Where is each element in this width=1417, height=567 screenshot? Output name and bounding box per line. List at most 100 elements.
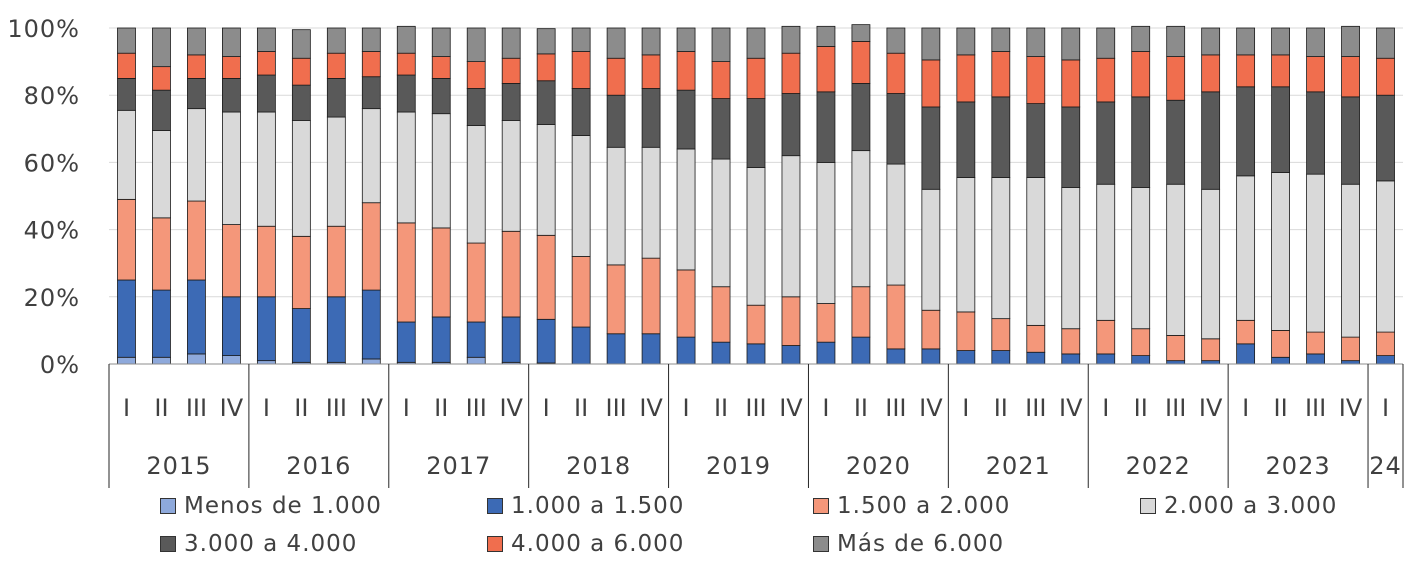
bar-segment-m-s-de-6-000 (781, 25, 801, 54)
bar-segment-4-000-a-6-000 (1061, 59, 1081, 108)
bar-segment-1-000-a-1-500 (396, 321, 416, 363)
bar-segment-1-000-a-1-500 (1376, 355, 1395, 365)
quarter-tick-label: I (543, 394, 550, 422)
legend-swatch (160, 536, 176, 552)
bar-segment-menos-de-1-000 (152, 356, 171, 365)
year-tick-label: 2020 (846, 452, 911, 480)
bar-segment-4-000-a-6-000 (921, 59, 941, 108)
bar-segment-m-s-de-6-000 (1376, 27, 1395, 59)
bar-segment-4-000-a-6-000 (956, 54, 976, 103)
bar-segment-1-500-a-2-000 (991, 318, 1011, 351)
stacked-bar-chart: 0%20%40%60%80%100% I II III IV I II III IV I II II… (7, 15, 1404, 488)
bar-segment-m-s-de-6-000 (466, 27, 486, 62)
bar-segment-2-000-a-3-000 (641, 146, 661, 259)
quarter-tick-label: I (822, 394, 829, 422)
bar-segment-m-s-de-6-000 (152, 27, 171, 68)
bar-segment-2-000-a-3-000 (781, 155, 801, 298)
bar-segment-1-500-a-2-000 (1271, 329, 1290, 358)
bar-segment-1-000-a-1-500 (1306, 353, 1325, 365)
bar-segment-1-000-a-1-500 (1061, 353, 1081, 365)
bar-segment-4-000-a-6-000 (816, 46, 836, 93)
bar-segment-3-000-a-4-000 (117, 78, 136, 111)
bar-segment-4-000-a-6-000 (1096, 57, 1116, 103)
quarter-tick-label: I (123, 394, 130, 422)
bar-segment-3-000-a-4-000 (991, 96, 1011, 178)
bar-segment-1-000-a-1-500 (1131, 355, 1151, 365)
bar-segment-1-000-a-1-500 (711, 341, 731, 365)
bar-segment-4-000-a-6-000 (256, 51, 276, 76)
bar-segment-2-000-a-3-000 (1096, 183, 1116, 321)
quarter-tick-label: II (434, 394, 448, 422)
bar-segment-4-000-a-6-000 (746, 57, 766, 99)
bar-segment-2-000-a-3-000 (1131, 187, 1151, 330)
bar-segment-1-500-a-2-000 (326, 225, 346, 298)
legend-item: Más de 6.000 (813, 531, 1004, 557)
y-tick-label: 40% (24, 217, 80, 245)
legend-swatch (487, 536, 503, 552)
bar-segment-m-s-de-6-000 (1166, 25, 1186, 57)
quarter-tick-label: II (854, 394, 868, 422)
quarter-tick-label: IV (360, 394, 384, 422)
bar-segment-4-000-a-6-000 (851, 41, 871, 84)
legend-item: Menos de 1.000 (160, 493, 382, 519)
bar-segment-2-000-a-3-000 (921, 188, 941, 311)
quarter-tick-label: I (1102, 394, 1109, 422)
quarter-tick-label: I (1242, 394, 1249, 422)
quarter-tick-label: IV (499, 394, 523, 422)
bar-segment-1-000-a-1-500 (816, 341, 836, 365)
bar-segment-3-000-a-4-000 (641, 88, 661, 148)
bar-segment-1-500-a-2-000 (187, 200, 206, 281)
bar-segment-2-000-a-3-000 (571, 135, 591, 257)
bar-segment-4-000-a-6-000 (187, 54, 206, 79)
year-tick-label: 2022 (1126, 452, 1191, 480)
bar-segment-1-500-a-2-000 (886, 284, 906, 350)
bar-segment-m-s-de-6-000 (326, 27, 346, 54)
bar-segment-1-000-a-1-500 (921, 348, 941, 365)
legend-item: 1.000 a 1.500 (487, 493, 684, 519)
bar-segment-1-500-a-2-000 (1061, 328, 1081, 355)
bar-segment-4-000-a-6-000 (326, 52, 346, 79)
bar-segment-1-500-a-2-000 (1376, 331, 1395, 356)
bar-segment-1-500-a-2-000 (222, 224, 241, 298)
bar-segment-1-500-a-2-000 (536, 234, 556, 320)
bar-segment-1-500-a-2-000 (641, 257, 661, 335)
quarter-tick-label: IV (919, 394, 943, 422)
bar-segment-2-000-a-3-000 (956, 177, 976, 313)
bar-segment-4-000-a-6-000 (711, 61, 731, 99)
bar-segment-1-500-a-2-000 (956, 311, 976, 351)
bar-segment-1-500-a-2-000 (1096, 319, 1116, 355)
bar-segment-1-500-a-2-000 (466, 242, 486, 323)
bar-segment-m-s-de-6-000 (1306, 27, 1325, 57)
bar-segment-3-000-a-4-000 (781, 93, 801, 157)
bar-segment-4-000-a-6-000 (1271, 54, 1290, 88)
bar-segment-3-000-a-4-000 (956, 101, 976, 178)
bar-segment-4-000-a-6-000 (536, 53, 556, 82)
bar-segment-1-000-a-1-500 (606, 333, 626, 365)
bar-segment-3-000-a-4-000 (1341, 96, 1360, 185)
bar-segment-1-000-a-1-500 (886, 348, 906, 365)
bar-segment-2-000-a-3-000 (1236, 175, 1256, 321)
bar-segment-2-000-a-3-000 (291, 120, 311, 237)
bar-segment-3-000-a-4-000 (676, 89, 696, 150)
bar-segment-3-000-a-4-000 (1306, 91, 1325, 175)
bar-segment-2-000-a-3-000 (1376, 180, 1395, 333)
bar-segment-2-000-a-3-000 (711, 158, 731, 288)
bar-segment-4-000-a-6-000 (1131, 51, 1151, 98)
quarter-tick-label: I (1382, 394, 1389, 422)
bars (117, 24, 1395, 365)
quarter-tick-label: III (745, 394, 766, 422)
bar-segment-1-000-a-1-500 (326, 296, 346, 363)
quarter-tick-label: I (683, 394, 690, 422)
legend-label: 2.000 a 3.000 (1164, 493, 1338, 519)
year-tick-label: 24 (1369, 452, 1402, 480)
bar-segment-3-000-a-4-000 (187, 78, 206, 110)
legend-swatch (813, 536, 829, 552)
bar-segment-3-000-a-4-000 (571, 88, 591, 136)
bar-segment-3-000-a-4-000 (746, 98, 766, 168)
bar-segment-3-000-a-4-000 (606, 94, 626, 148)
bar-segment-1-000-a-1-500 (501, 316, 521, 363)
y-tick-label: 0% (40, 351, 80, 379)
legend-label: 4.000 a 6.000 (511, 531, 685, 557)
bar-segment-4-000-a-6-000 (606, 57, 626, 96)
bar-segment-2-000-a-3-000 (746, 167, 766, 306)
